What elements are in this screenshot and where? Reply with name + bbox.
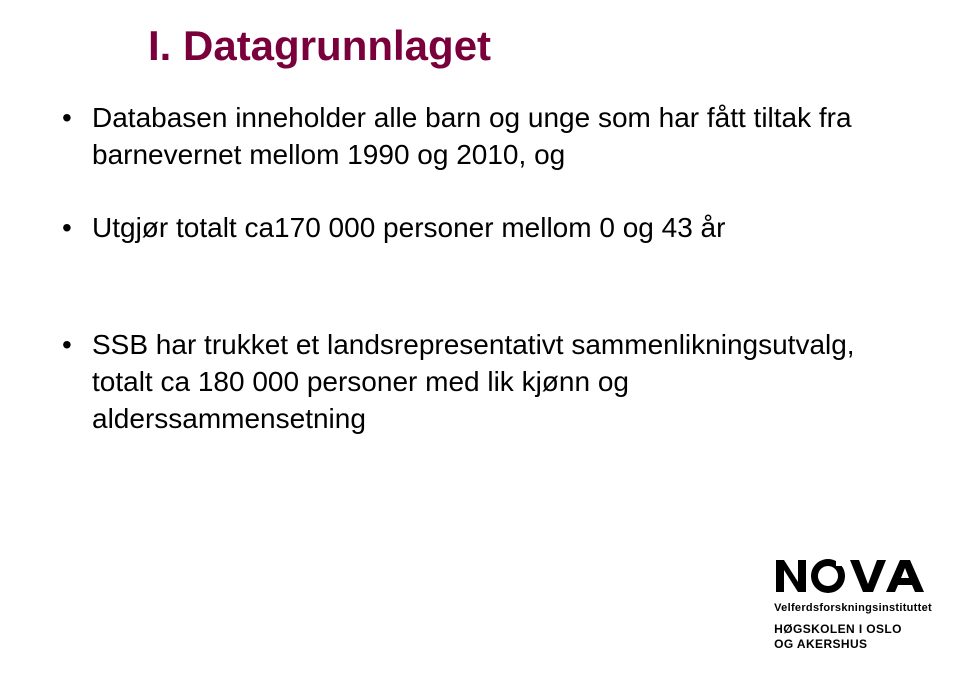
bullet-item: Databasen inneholder alle barn og unge s… (58, 100, 900, 174)
nova-logo (774, 558, 932, 594)
logo-subtitle-1: Velferdsforskningsinstituttet (774, 602, 932, 614)
bullet-item: Utgjør totalt ca170 000 personer mellom … (58, 210, 900, 247)
slide-title: I. Datagrunnlaget (148, 22, 491, 70)
logo-sub2-line1: HØGSKOLEN I OSLO (774, 622, 902, 636)
logo-sub2-line2: OG AKERSHUS (774, 637, 867, 651)
nova-wordmark-icon (774, 558, 924, 594)
slide: I. Datagrunnlaget Databasen inneholder a… (0, 0, 960, 674)
logo-block: Velferdsforskningsinstituttet HØGSKOLEN … (774, 558, 932, 652)
slide-content: Databasen inneholder alle barn og unge s… (58, 100, 900, 474)
bullet-list: Databasen inneholder alle barn og unge s… (58, 100, 900, 438)
logo-subtitle-2: HØGSKOLEN I OSLO OG AKERSHUS (774, 622, 932, 652)
bullet-item: SSB har trukket et landsrepresentativt s… (58, 327, 900, 438)
